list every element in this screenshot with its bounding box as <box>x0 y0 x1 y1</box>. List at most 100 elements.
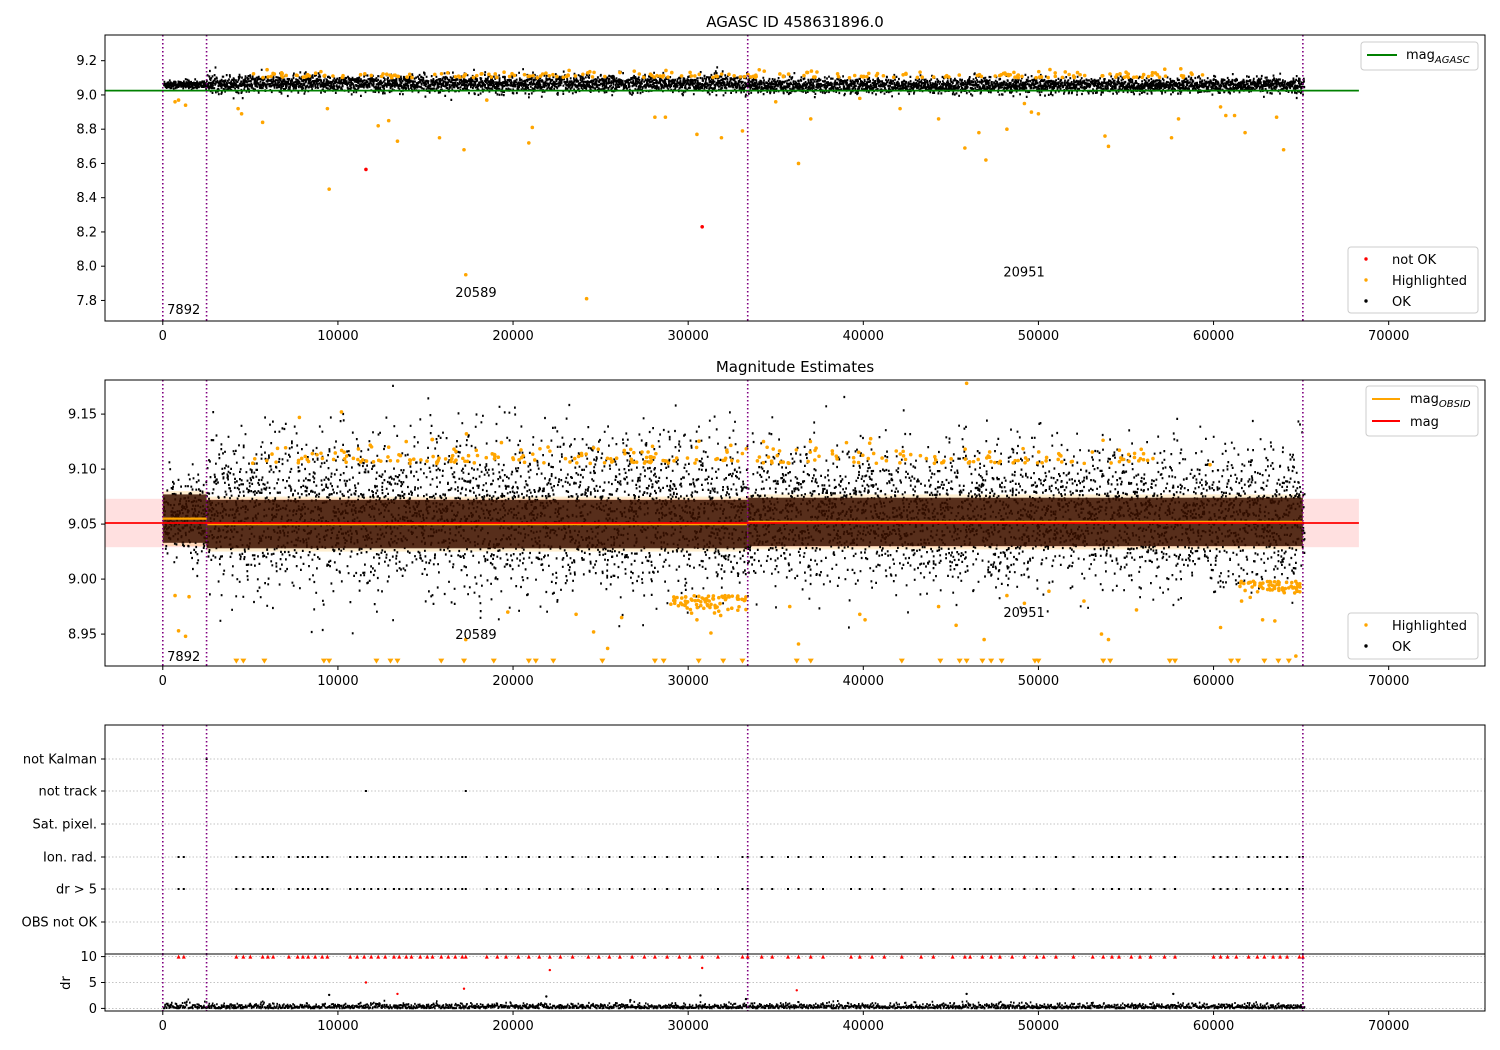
highlighted-point <box>1127 459 1131 464</box>
highlighted-point <box>857 96 862 101</box>
highlighted-point <box>411 457 416 461</box>
highlighted-point <box>532 458 537 462</box>
x-tick-label: 50000 <box>1018 1019 1059 1034</box>
highlighted-point <box>1294 654 1298 658</box>
highlighted-point <box>844 440 849 445</box>
dr-capped-marker <box>857 954 862 959</box>
highlighted-point <box>766 455 771 459</box>
flag-row-label: dr > 5 <box>56 883 97 898</box>
highlighted-point <box>507 74 512 79</box>
highlighted-point <box>464 432 469 436</box>
highlighted-point <box>176 98 181 102</box>
highlighted-point <box>1246 581 1251 585</box>
highlighted-point <box>269 74 273 79</box>
highlighted-point <box>1060 75 1065 80</box>
flag-point <box>505 856 508 858</box>
flag-point <box>571 856 574 858</box>
highlighted-point <box>548 449 552 453</box>
highlighted-point <box>778 72 782 76</box>
highlighted-point <box>376 123 380 128</box>
highlighted-low-marker <box>550 658 557 664</box>
flag-point <box>741 856 744 858</box>
dr-capped-marker <box>446 954 451 959</box>
flag-point <box>177 888 180 890</box>
flag-point <box>969 888 972 890</box>
flag-point <box>990 856 993 858</box>
highlighted-point <box>376 458 381 463</box>
highlighted-point <box>360 458 365 462</box>
flag-point <box>461 888 464 890</box>
highlighted-point <box>1239 581 1243 585</box>
highlighted-point <box>463 637 468 642</box>
dr-capped-marker <box>1071 954 1076 959</box>
highlighted-point <box>1295 589 1300 593</box>
flag-point <box>410 856 413 858</box>
flag-point <box>1091 888 1094 890</box>
flag-point <box>364 790 367 792</box>
flag-point <box>1163 856 1166 858</box>
flag-point <box>678 856 681 858</box>
highlighted-point <box>1286 586 1291 590</box>
highlighted-point <box>183 103 188 108</box>
flag-point <box>998 888 1001 890</box>
highlighted-point <box>303 454 308 459</box>
highlighted-point <box>1298 581 1302 586</box>
flag-point <box>1023 856 1026 858</box>
dr-capped-marker <box>362 954 367 959</box>
x-tick-label: 30000 <box>667 1019 708 1034</box>
flag-point <box>1235 856 1238 858</box>
obsid-label: 7892 <box>167 650 200 665</box>
highlighted-point <box>327 187 331 191</box>
panel1-axes: 0 10000 20000 30000 40000 50000 60000 70000 7.8 8… <box>76 54 1409 344</box>
flag-point <box>419 888 422 890</box>
highlighted-point <box>1013 458 1017 463</box>
highlighted-point <box>397 452 401 457</box>
highlighted-point <box>860 453 865 458</box>
panel4-axes: 0 5 10 0 10000 20000 30000 40000 50000 60000 70000 <box>80 950 1409 1034</box>
flag-point <box>266 888 269 890</box>
highlighted-point <box>964 381 969 386</box>
highlighted-point <box>1103 134 1107 138</box>
highlighted-low-marker <box>387 658 394 664</box>
highlighted-point <box>389 75 394 80</box>
dr-capped-marker <box>295 954 300 959</box>
flag-point <box>1110 856 1113 858</box>
highlighted-point <box>802 73 806 78</box>
highlighted-point <box>794 448 799 452</box>
x-tick-label: 70000 <box>1368 1019 1409 1034</box>
highlighted-point <box>735 459 740 463</box>
highlighted-point <box>835 72 840 76</box>
flag-point <box>548 856 551 858</box>
highlighted-point <box>590 75 595 79</box>
highlighted-point <box>1150 70 1155 75</box>
dr-capped-marker <box>1129 954 1134 959</box>
dr-capped-marker <box>1053 954 1058 959</box>
flag-point <box>900 856 903 858</box>
flag-point <box>384 888 387 890</box>
flag-point <box>920 888 923 890</box>
highlighted-point <box>530 452 535 456</box>
highlighted-low-marker <box>1172 658 1179 664</box>
flag-point <box>454 856 457 858</box>
flag-point <box>741 888 744 890</box>
highlighted-point <box>404 439 409 444</box>
legend-not-ok: not OK <box>1392 253 1437 268</box>
dr-capped-marker <box>1246 954 1251 959</box>
highlighted-point <box>344 454 349 458</box>
flag-point <box>1072 856 1075 858</box>
flag-point <box>666 856 669 858</box>
highlighted-point <box>963 457 968 461</box>
flag-point <box>419 856 422 858</box>
dr-capped-marker <box>376 954 381 959</box>
flag-point <box>1263 856 1266 858</box>
highlighted-point <box>721 458 725 463</box>
highlighted-point <box>581 72 585 77</box>
flag-point <box>631 888 634 890</box>
flag-point <box>1042 856 1045 858</box>
flag-point <box>398 856 401 858</box>
highlighted-point <box>680 602 684 607</box>
flag-point <box>643 856 646 858</box>
highlighted-point <box>695 618 699 622</box>
dr-capped-marker <box>1148 954 1153 959</box>
highlighted-point <box>786 72 791 76</box>
